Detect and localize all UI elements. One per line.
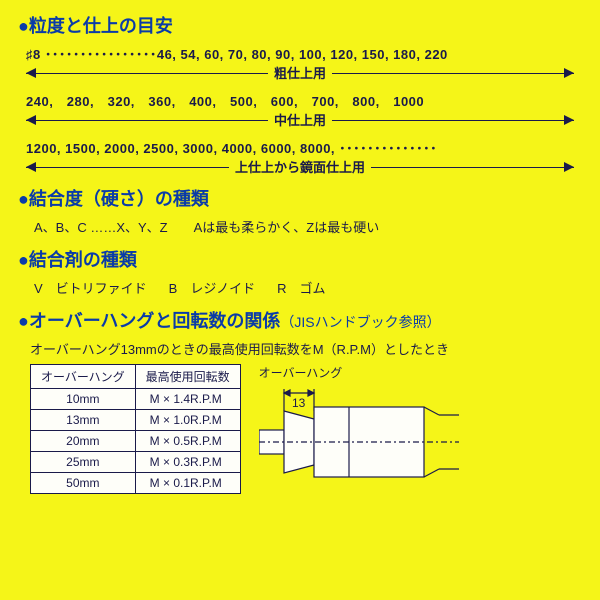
hardness-title: 結合度（硬さ）の種類 (29, 189, 209, 209)
bullet-icon: ● (18, 311, 29, 331)
binder-heading: ●結合剤の種類 (18, 246, 582, 272)
overhang-subtitle: （JISハンドブック参照） (280, 314, 440, 330)
overhang-cell: 13mm (31, 410, 136, 431)
binder-item: B レジノイド (169, 281, 255, 296)
grit-values: 240, 280, 320, 360, 400, 500, 600, 700, … (18, 91, 582, 110)
binder-section: ●結合剤の種類 V ビトリファイド B レジノイド R ゴム (18, 246, 582, 297)
binder-item: V ビトリファイド (34, 281, 147, 296)
overhang-heading: ●オーバーハングと回転数の関係（JISハンドブック参照） (18, 307, 582, 333)
grit-values: 1200, 1500, 2000, 2500, 3000, 4000, 6000… (18, 138, 582, 157)
overhang-note: オーバーハング13mmのときの最高使用回転数をM（R.P.M）としたとき (30, 339, 582, 358)
bullet-icon: ● (18, 16, 29, 36)
grit-values: ♯8 ････････････････46, 54, 60, 70, 80, 9… (18, 44, 582, 63)
table-row: 25mmM × 0.3R.P.M (31, 452, 241, 473)
range-label: 粗仕上用 (268, 63, 332, 82)
hardness-heading: ●結合度（硬さ）の種類 (18, 185, 582, 211)
grit-group: 240, 280, 320, 360, 400, 500, 600, 700, … (18, 91, 582, 128)
overhang-diagram: オーバーハング (241, 364, 582, 510)
rpm-cell: M × 0.5R.P.M (135, 431, 240, 452)
binder-items: V ビトリファイド B レジノイド R ゴム (34, 278, 582, 297)
range-label: 上仕上から鏡面仕上用 (229, 157, 371, 176)
binder-title: 結合剤の種類 (29, 250, 137, 270)
rpm-table: オーバーハング最高使用回転数 10mmM × 1.4R.P.M13mmM × 1… (30, 364, 241, 494)
range-arrow: 上仕上から鏡面仕上用 (26, 159, 574, 175)
overhang-cell: 25mm (31, 452, 136, 473)
rpm-cell: M × 0.1R.P.M (135, 473, 240, 494)
grit-group: ♯8 ････････････････46, 54, 60, 70, 80, 9… (18, 44, 582, 81)
bullet-icon: ● (18, 189, 29, 209)
rpm-cell: M × 1.4R.P.M (135, 389, 240, 410)
bullet-icon: ● (18, 250, 29, 270)
table-header: 最高使用回転数 (135, 365, 240, 389)
range-arrow: 中仕上用 (26, 112, 574, 128)
overhang-section: ●オーバーハングと回転数の関係（JISハンドブック参照） オーバーハング13mm… (18, 307, 582, 510)
table-row: 10mmM × 1.4R.P.M (31, 389, 241, 410)
hardness-text: A、B、C ……X、Y、Z Aは最も柔らかく、Zは最も硬い (34, 217, 582, 236)
overhang-title: オーバーハングと回転数の関係 (29, 311, 280, 331)
chuck-diagram-svg: 13 (259, 385, 459, 505)
table-row: 50mmM × 0.1R.P.M (31, 473, 241, 494)
grit-title: 粒度と仕上の目安 (29, 16, 173, 36)
grit-group: 1200, 1500, 2000, 2500, 3000, 4000, 6000… (18, 138, 582, 175)
overhang-cell: 20mm (31, 431, 136, 452)
overhang-cell: 50mm (31, 473, 136, 494)
diagram-label: オーバーハング (259, 364, 582, 381)
range-arrow: 粗仕上用 (26, 65, 574, 81)
range-label: 中仕上用 (268, 110, 332, 129)
binder-item: R ゴム (277, 281, 325, 296)
overhang-cell: 10mm (31, 389, 136, 410)
hardness-section: ●結合度（硬さ）の種類 A、B、C ……X、Y、Z Aは最も柔らかく、Zは最も硬… (18, 185, 582, 236)
grit-section: ●粒度と仕上の目安 ♯8 ････････････････46, 54, 60,… (18, 12, 582, 175)
table-header: オーバーハング (31, 365, 136, 389)
dim-text: 13 (292, 396, 306, 410)
table-row: 20mmM × 0.5R.P.M (31, 431, 241, 452)
table-row: 13mmM × 1.0R.P.M (31, 410, 241, 431)
rpm-cell: M × 1.0R.P.M (135, 410, 240, 431)
rpm-cell: M × 0.3R.P.M (135, 452, 240, 473)
grit-heading: ●粒度と仕上の目安 (18, 12, 582, 38)
